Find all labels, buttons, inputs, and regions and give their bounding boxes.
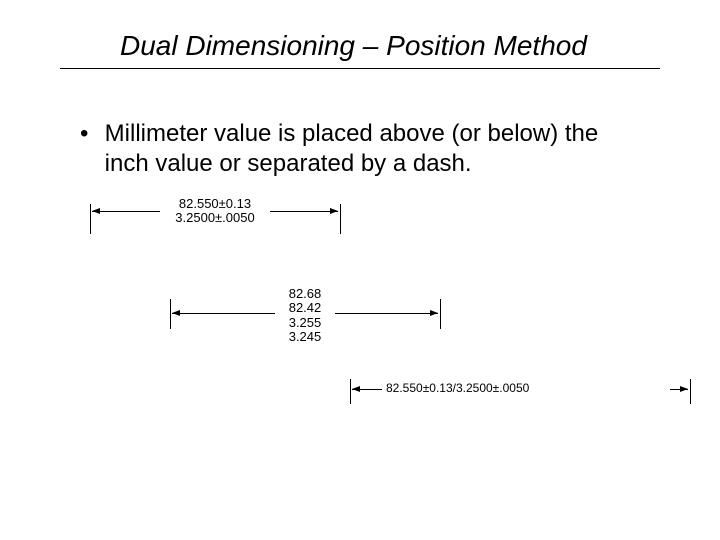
dim2-in-upper: 3.255 [275, 316, 335, 330]
dim2-mm-upper: 82.68 [275, 287, 335, 301]
bullet-item: • Millimeter value is placed above (or b… [0, 69, 720, 179]
dim1-mm: 82.550±0.13 [160, 197, 270, 211]
dim2-mm-lower: 82.42 [275, 301, 335, 315]
page-title: Dual Dimensioning – Position Method [60, 0, 660, 69]
bullet-text: Millimeter value is placed above (or bel… [105, 119, 645, 179]
bullet-dot: • [80, 119, 98, 149]
dim3-text: 82.550±0.13/3.2500±.0050 [386, 382, 529, 395]
dim2-in-lower: 3.245 [275, 330, 335, 344]
diagram-area: 82.550±0.133.2500±.0050 82.6882.423.2553… [0, 179, 720, 459]
dim1-in: 3.2500±.0050 [160, 211, 270, 225]
